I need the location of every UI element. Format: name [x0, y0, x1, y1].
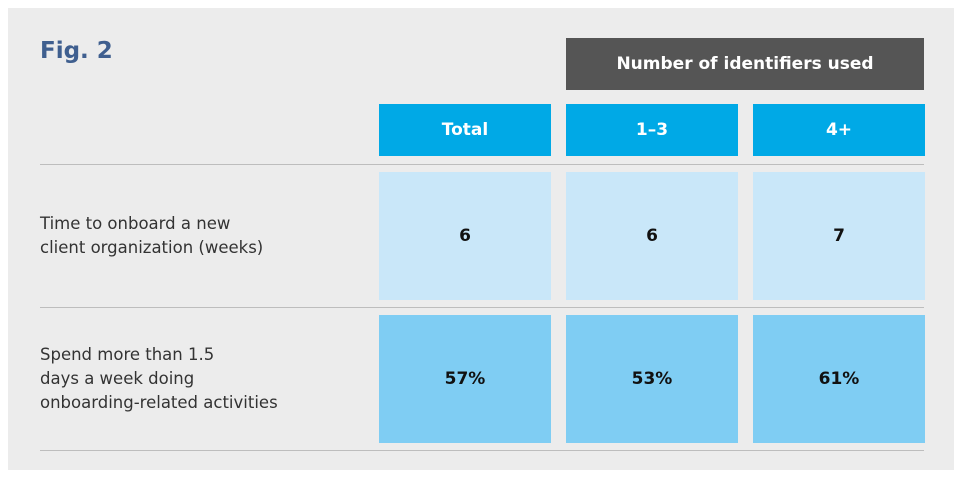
- cell: 57%: [379, 315, 551, 443]
- cell: 6: [379, 172, 551, 300]
- group-header: Number of identifiers used: [566, 38, 924, 90]
- row-label-line: onboarding-related activities: [40, 393, 278, 412]
- row-label: Spend more than 1.5 days a week doing onbo…: [40, 315, 360, 443]
- column-header: 1–3: [566, 104, 738, 156]
- divider: [40, 450, 924, 451]
- divider: [40, 164, 924, 165]
- cell: 6: [566, 172, 738, 300]
- cell: 7: [753, 172, 925, 300]
- column-header: Total: [379, 104, 551, 156]
- divider: [40, 307, 924, 308]
- row-label-line: client organization (weeks): [40, 238, 264, 257]
- row-label-line: Time to onboard a new: [40, 214, 231, 233]
- row-label: Time to onboard a new client organization…: [40, 172, 360, 300]
- row-label-line: Spend more than 1.5: [40, 345, 215, 364]
- cell: 53%: [566, 315, 738, 443]
- column-header: 4+: [753, 104, 925, 156]
- figure-title: Fig. 2: [40, 38, 113, 64]
- cell: 61%: [753, 315, 925, 443]
- row-label-line: days a week doing: [40, 369, 195, 388]
